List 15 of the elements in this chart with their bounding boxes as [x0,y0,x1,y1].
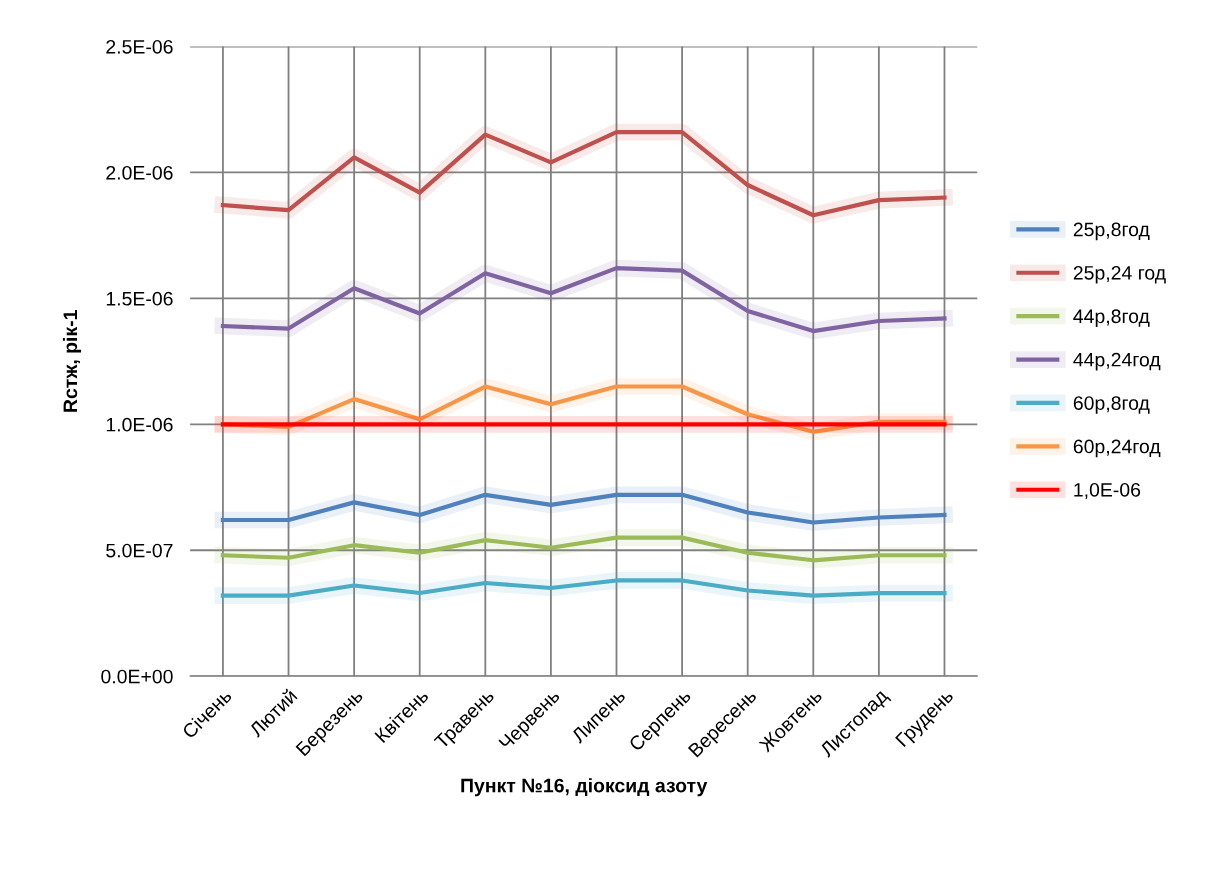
y-axis-title: Rстж, рік-1 [62,310,82,412]
legend-label: 25р,8год [1073,222,1150,241]
y-tick-label: 5.0E-07 [106,543,173,558]
y-tick-label: 1.0E-06 [106,417,173,432]
legend-label: 1,0E-06 [1074,482,1141,500]
y-tick-label: 2.5E-06 [106,39,173,54]
legend-label: 44р,8год [1073,309,1150,327]
legend-label: 44р,24год [1073,352,1161,371]
legend-label: 60р,24год [1073,439,1161,458]
legend-label: 25р,24 год [1073,265,1166,284]
x-axis-title: Пункт №16, діоксид азоту [461,778,708,797]
y-tick-label: 1.5E-06 [106,291,173,306]
legend-label: 60р,8год [1073,396,1150,414]
y-tick-label: 0.0E+00 [101,669,173,684]
y-tick-label: 2.0E-06 [106,165,173,180]
